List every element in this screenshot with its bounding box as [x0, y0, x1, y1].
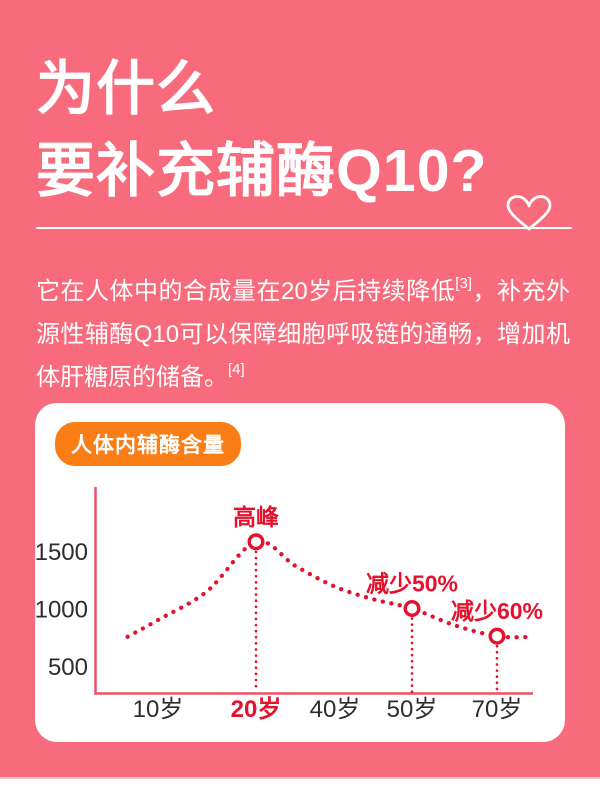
x-tick-label: 40岁 — [310, 696, 361, 723]
title-divider — [36, 195, 572, 231]
data-point-marker — [488, 627, 506, 645]
coq10-curve — [125, 539, 535, 640]
data-point-marker — [403, 600, 421, 618]
intro-text-2: ，补充外源性辅酶Q10可以保障细胞呼吸链的通畅，增加机体肝糖原的储备。 — [36, 278, 571, 391]
marker-label: 减少50% — [366, 571, 458, 597]
citation-ref-3: [3] — [455, 275, 472, 292]
marker-label: 减少60% — [451, 598, 543, 624]
x-tick-label: 10岁 — [133, 696, 184, 723]
x-tick-label: 20岁 — [231, 695, 282, 723]
chart-card: 1500 1000 500 10岁 20岁 40岁 50岁 70岁 高峰减少50% 减少60% 人… — [35, 403, 565, 742]
citation-ref-4: [4] — [228, 361, 245, 378]
page-title: 为什么 要补充辅酶Q10? — [36, 48, 488, 212]
page-title-line-2: 要补充辅酶Q10? — [36, 138, 488, 204]
y-tick-label: 1500 — [35, 539, 88, 566]
chart-title-badge: 人体内辅酶含量 — [55, 422, 241, 466]
marker-label: 高峰 — [233, 504, 280, 530]
y-tick-label: 500 — [48, 654, 88, 681]
x-tick-label: 50岁 — [387, 696, 438, 723]
section-bottom-edge — [0, 777, 600, 786]
heart-icon — [506, 195, 552, 231]
x-tick-label: 70岁 — [472, 696, 523, 723]
data-point-marker — [247, 533, 265, 551]
divider-line — [36, 227, 572, 229]
page-title-line-1: 为什么 — [36, 56, 217, 122]
intro-paragraph: 它在人体中的合成量在20岁后持续降低[3]，补充外源性辅酶Q10可以保障细胞呼吸… — [36, 270, 570, 399]
y-tick-label: 1000 — [35, 597, 88, 624]
intro-text-1: 它在人体中的合成量在20岁后持续降低 — [36, 278, 456, 305]
